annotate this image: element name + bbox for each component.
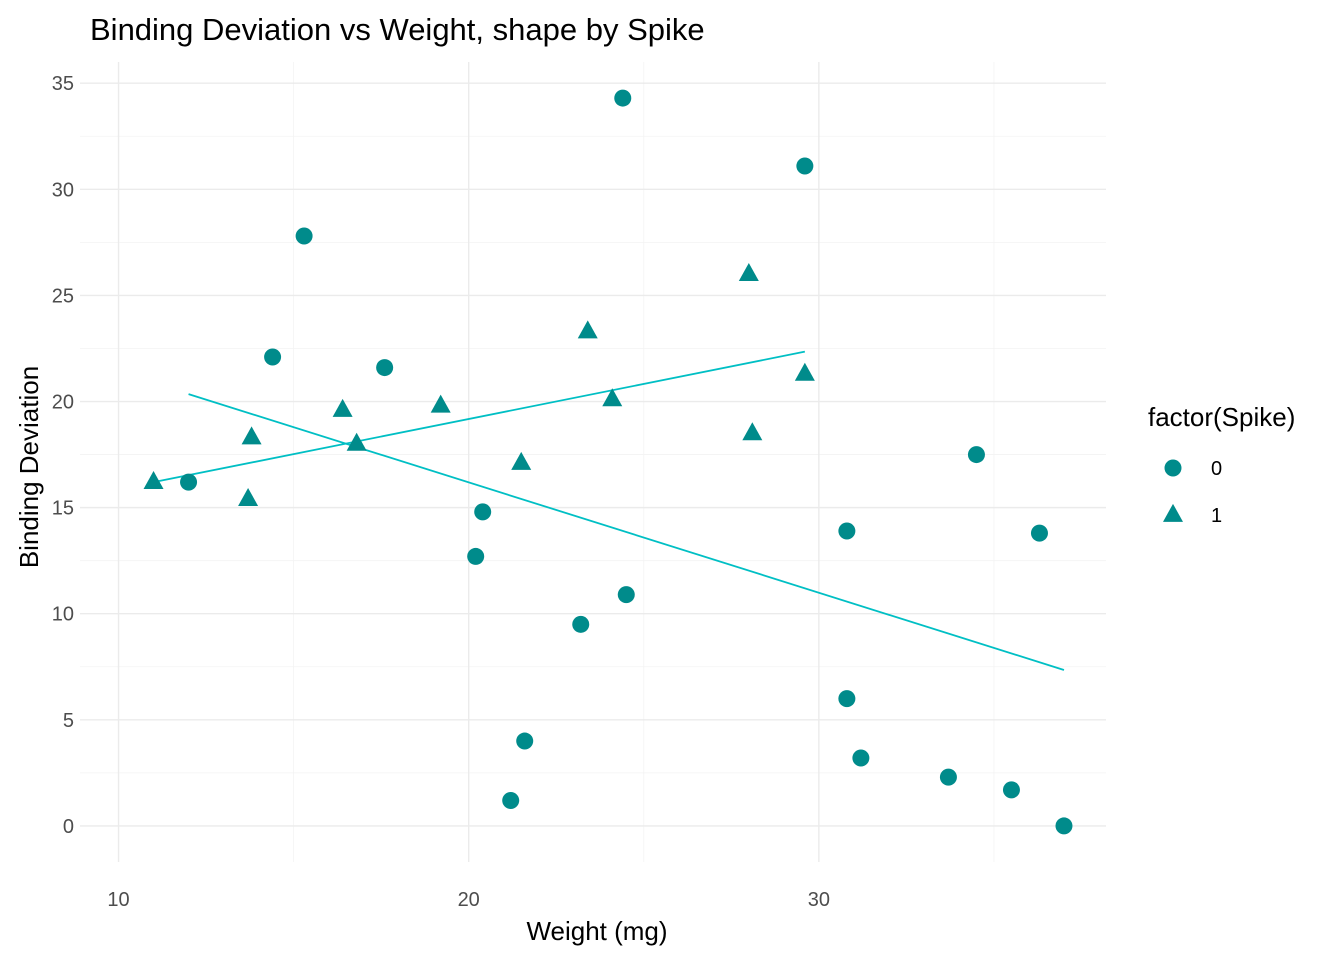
y-axis-title: Binding Deviation (14, 366, 44, 568)
circle-point (617, 586, 635, 604)
triangle-point (241, 426, 262, 445)
legend-label: 0 (1211, 458, 1222, 480)
triangle-point (602, 388, 623, 407)
triangle-point (430, 394, 451, 413)
triangle-point (511, 451, 532, 470)
x-tick-label: 10 (107, 889, 129, 911)
legend-title: factor(Spike) (1148, 402, 1295, 432)
circle-point (180, 473, 198, 491)
triangle-point (794, 362, 815, 381)
plot-grid (80, 62, 1106, 862)
y-tick-label: 25 (52, 285, 74, 307)
circle-point (467, 547, 485, 565)
fit-line-spike-0 (188, 393, 1065, 671)
y-tick-label: 35 (52, 73, 74, 95)
y-tick-label: 30 (52, 179, 74, 201)
legend-key-triangle (1163, 503, 1183, 522)
fit-line-spike-1 (153, 350, 806, 484)
circle-point (1055, 817, 1073, 835)
circle-point (572, 615, 590, 633)
triangle-point (346, 432, 367, 451)
circle-point (796, 157, 814, 175)
circle-point (1030, 524, 1048, 542)
x-axis-title: Weight (mg) (526, 916, 667, 946)
circle-point (1002, 781, 1020, 799)
triangle-point (738, 263, 759, 282)
triangle-point (143, 470, 164, 489)
circle-point (939, 768, 957, 786)
circle-point (838, 522, 856, 540)
x-tick-label: 20 (458, 889, 480, 911)
circle-point (376, 359, 394, 377)
y-tick-label: 0 (63, 816, 74, 838)
data-points (143, 89, 1073, 835)
fit-lines (153, 350, 1065, 671)
legend: factor(Spike) 0 1 (1148, 402, 1295, 527)
circle-point (295, 227, 313, 245)
circle-point (614, 89, 632, 107)
circle-point (502, 791, 520, 809)
circle-point (838, 690, 856, 708)
triangle-point (332, 398, 353, 417)
y-tick-label: 20 (52, 392, 74, 414)
circle-point (852, 749, 870, 767)
legend-label: 1 (1211, 505, 1222, 527)
triangle-point (238, 487, 259, 506)
tick-labels: 10 20 30 0 5 10 15 20 25 30 35 (52, 73, 830, 911)
y-tick-label: 5 (63, 710, 74, 732)
y-tick-label: 10 (52, 604, 74, 626)
chart-title: Binding Deviation vs Weight, shape by Sp… (90, 12, 705, 47)
circle-point (967, 446, 985, 464)
circle-point (516, 732, 534, 750)
legend-key-circle (1164, 459, 1182, 477)
circle-point (474, 503, 492, 521)
circle-point (264, 348, 282, 366)
triangle-point (742, 422, 763, 441)
triangle-point (577, 320, 598, 339)
x-tick-label: 30 (808, 889, 830, 911)
y-tick-label: 15 (52, 498, 74, 520)
